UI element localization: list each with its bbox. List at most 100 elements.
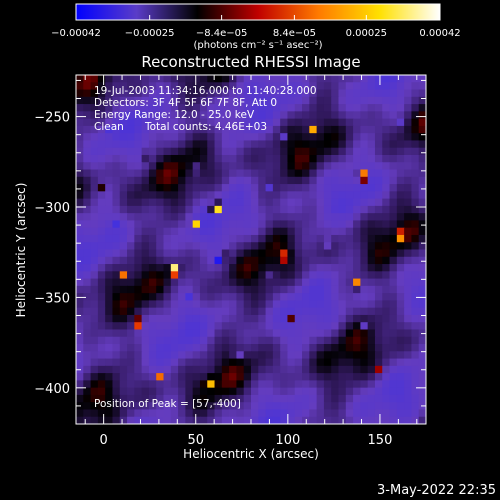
- heatmap-cell: [170, 300, 179, 309]
- heatmap-cell: [141, 154, 150, 163]
- heatmap-cell: [396, 336, 405, 345]
- heatmap-cell: [229, 373, 238, 381]
- heatmap-cell: [243, 169, 252, 178]
- heatmap-cell: [127, 344, 135, 352]
- heatmap-cell: [272, 409, 281, 418]
- heatmap-cell: [76, 213, 84, 222]
- heatmap-cell: [338, 133, 347, 142]
- heatmap-cell: [236, 169, 245, 178]
- heatmap-cell: [119, 133, 128, 142]
- y-tick-label: −350: [34, 291, 70, 306]
- heatmap-cell: [338, 162, 347, 171]
- heatmap-cell: [199, 344, 208, 352]
- heatmap-cell: [280, 89, 289, 98]
- heatmap-cell: [323, 336, 332, 345]
- heatmap-cell: [156, 198, 165, 207]
- footer-date: 3-May-2022 22:35: [377, 483, 496, 498]
- heatmap-cell: [170, 307, 179, 316]
- heatmap-cell: [141, 336, 150, 345]
- heatmap-cell: [178, 402, 186, 411]
- heatmap-cell: [83, 344, 92, 352]
- heatmap-cell: [302, 329, 310, 338]
- y-axis: −400−350−300−250: [34, 79, 426, 407]
- heatmap-cell: [221, 213, 230, 222]
- heatmap-cell: [294, 256, 303, 265]
- heatmap-cell: [163, 402, 172, 411]
- heatmap-cell: [112, 104, 121, 112]
- heatmap-cell: [345, 380, 354, 389]
- heatmap-cell: [272, 96, 281, 105]
- heatmap-cell: [156, 154, 165, 163]
- heatmap-cell: [83, 358, 92, 367]
- heatmap-cell: [243, 82, 252, 91]
- heatmap-cell: [396, 125, 405, 134]
- heatmap-cell: [141, 169, 150, 178]
- heatmap-cell: [258, 249, 267, 258]
- heatmap-cell: [127, 249, 135, 258]
- heatmap-cell: [265, 278, 274, 287]
- heatmap-cell: [163, 358, 172, 367]
- heatmap-cell: [418, 300, 426, 309]
- heatmap-cell: [134, 75, 143, 83]
- heatmap-cell: [389, 205, 398, 214]
- heatmap-cell: [374, 329, 383, 338]
- heatmap-cell: [163, 242, 172, 251]
- heatmap-cell: [141, 213, 150, 222]
- heatmap-cell: [338, 104, 347, 112]
- heatmap-cell: [185, 205, 194, 214]
- heatmap-cell: [83, 271, 92, 280]
- heatmap-cell: [404, 344, 413, 352]
- heatmap-cell: [178, 140, 186, 149]
- heatmap-cell: [389, 380, 398, 389]
- heatmap-cell: [265, 133, 274, 142]
- heatmap-cell: [374, 373, 383, 381]
- heatmap-cell: [214, 416, 223, 424]
- heatmap-cell: [389, 249, 398, 258]
- heatmap-cell: [272, 184, 281, 192]
- heatmap-cell: [323, 147, 332, 156]
- heatmap-cell: [214, 227, 223, 236]
- heatmap-cell: [389, 387, 398, 396]
- heatmap-cell: [243, 387, 252, 396]
- heatmap-cell: [374, 96, 383, 105]
- heatmap-cell: [280, 278, 289, 287]
- heatmap-cell: [185, 169, 194, 178]
- heatmap-cell: [229, 307, 238, 316]
- heatmap-cell: [272, 380, 281, 389]
- heatmap-cell: [178, 351, 186, 360]
- heatmap-cell: [367, 285, 376, 294]
- heatmap-cell: [236, 118, 245, 127]
- heatmap-cell: [382, 285, 391, 294]
- heatmap-cell: [396, 220, 405, 229]
- heatmap-cell: [221, 285, 230, 294]
- heatmap-cell: [331, 125, 340, 134]
- heatmap-cell: [207, 125, 216, 134]
- heatmap-cell: [353, 387, 361, 396]
- heatmap-cell: [170, 416, 179, 424]
- heatmap-cell: [251, 271, 259, 280]
- heatmap-cell: [243, 118, 252, 127]
- heatmap-cell: [323, 314, 332, 323]
- heatmap-cell: [294, 140, 303, 149]
- heatmap-cell: [236, 256, 245, 265]
- y-tick-label: −400: [34, 382, 70, 397]
- heatmap-cell: [229, 147, 238, 156]
- heatmap-cell: [382, 104, 391, 112]
- heatmap-cell: [221, 154, 230, 163]
- heatmap-cell: [148, 111, 157, 120]
- heatmap-cell: [192, 169, 201, 178]
- heatmap-cell: [76, 278, 84, 287]
- heatmap-cell: [382, 162, 391, 171]
- heatmap-cell: [192, 96, 201, 105]
- heatmap-cell: [141, 89, 150, 98]
- heatmap-cell: [199, 409, 208, 418]
- heatmap-cell: [134, 307, 143, 316]
- heatmap-cell: [221, 344, 230, 352]
- heatmap-cell: [148, 162, 157, 171]
- heatmap-cell: [192, 205, 201, 214]
- heatmap-cell: [243, 220, 252, 229]
- heatmap-cell: [112, 329, 121, 338]
- heatmap-cell: [105, 82, 114, 91]
- heatmap-cell: [331, 314, 340, 323]
- heatmap-cell: [265, 118, 274, 127]
